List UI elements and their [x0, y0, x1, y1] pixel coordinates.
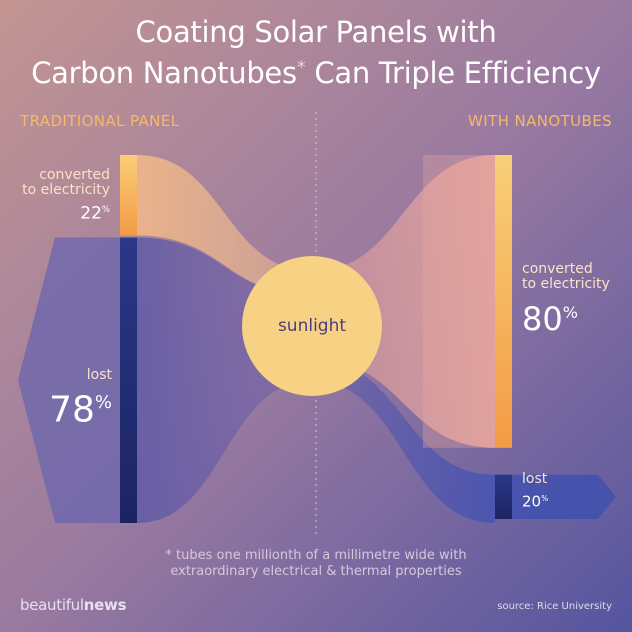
right-lost-label: lost 20% — [522, 472, 548, 512]
footnote-line-1: * tubes one millionth of a millimetre wi… — [165, 548, 467, 563]
title-line-2-part-1: Carbon Nanotubes — [31, 56, 297, 90]
right-lost-flow — [312, 359, 495, 523]
right-lost-label-text: lost — [522, 471, 548, 487]
left-converted-flow — [137, 155, 312, 296]
chart-title: Coating Solar Panels with Carbon Nanotub… — [0, 14, 632, 91]
left-converted-value: 22% — [20, 200, 110, 223]
left-converted-label-line-2: to electricity — [22, 182, 110, 198]
title-line-1: Coating Solar Panels with — [135, 15, 497, 49]
right-converted-percent: % — [562, 303, 578, 322]
left-lost-percent: % — [94, 392, 112, 413]
right-lost-number: 20 — [522, 492, 542, 511]
right-lost-percent: % — [541, 494, 549, 503]
right-converted-number: 80 — [522, 300, 563, 338]
left-converted-label: converted to electricity 22% — [20, 167, 110, 224]
left-converted-bar — [120, 155, 137, 236]
left-converted-number: 22 — [80, 203, 102, 224]
left-lost-arrow — [18, 237, 120, 523]
brand-logo: beautifulnews — [20, 596, 127, 614]
footnote: * tubes one millionth of a millimetre wi… — [0, 548, 632, 580]
sunlight-circle — [242, 256, 382, 396]
title-line-2: Carbon Nanotubes* Can Triple Efficiency — [0, 50, 632, 91]
right-converted-label-line-2: to electricity — [522, 276, 610, 292]
right-lost-value: 20% — [522, 489, 548, 512]
right-converted-label-line-1: converted — [522, 261, 593, 277]
right-converted-bar — [495, 155, 512, 448]
left-lost-number: 78 — [49, 389, 95, 431]
right-lost-bar — [495, 474, 512, 519]
right-converted-value: 80% — [522, 294, 610, 338]
right-converted-label: converted to electricity 80% — [522, 261, 610, 339]
sunlight-label: sunlight — [277, 316, 347, 336]
left-converted-percent: % — [101, 205, 110, 215]
left-lost-value: 78% — [48, 383, 112, 431]
brand-logo-part-1: beautiful — [20, 596, 84, 614]
left-lost-label: lost 78% — [48, 368, 112, 431]
left-panel-heading: TRADITIONAL PANEL — [20, 112, 180, 130]
left-converted-label-line-1: converted — [39, 167, 110, 183]
footnote-line-2: extraordinary electrical & thermal prope… — [170, 564, 462, 579]
right-converted-panel — [423, 155, 495, 448]
source-credit: source: Rice University — [497, 601, 612, 612]
brand-logo-part-2: news — [83, 596, 127, 614]
title-asterisk: * — [296, 57, 306, 78]
right-converted-flow — [312, 155, 495, 448]
right-lost-arrow — [495, 474, 616, 519]
right-panel-heading: WITH NANOTUBES — [467, 112, 612, 130]
left-lost-label-text: lost — [86, 367, 112, 383]
left-lost-bar — [120, 237, 137, 523]
title-line-2-part-2: Can Triple Efficiency — [305, 56, 601, 90]
